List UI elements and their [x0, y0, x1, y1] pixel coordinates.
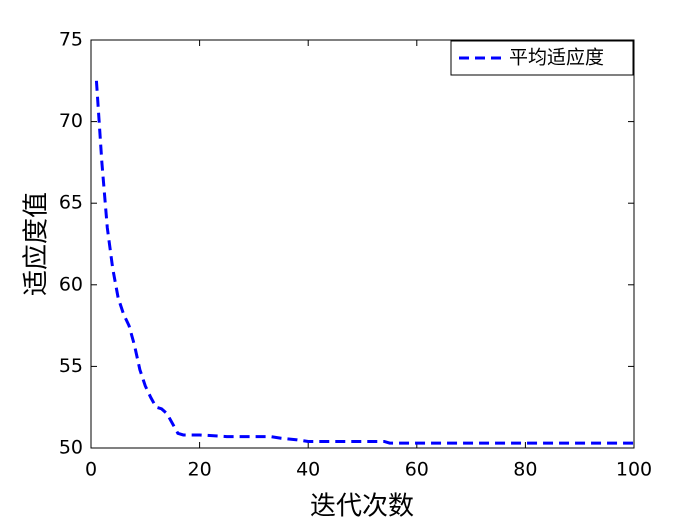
- x-tick-label: 20: [188, 459, 212, 481]
- y-tick-label: 65: [59, 192, 83, 214]
- y-tick-label: 60: [59, 273, 83, 295]
- x-tick-label: 60: [405, 459, 429, 481]
- legend-label: 平均适应度: [509, 47, 604, 69]
- y-tick-label: 55: [59, 355, 83, 377]
- x-tick-label: 100: [616, 459, 652, 481]
- y-axis-label: 适应度值: [22, 192, 52, 296]
- data-line: [94, 80, 634, 445]
- x-tick-label: 80: [513, 459, 537, 481]
- plot-area: [90, 39, 635, 449]
- x-tick-label: 0: [85, 459, 97, 481]
- y-tick-label: 50: [59, 437, 83, 459]
- x-axis-label: 迭代次数: [310, 492, 414, 522]
- x-tick-label: 40: [296, 459, 320, 481]
- y-tick-label: 70: [59, 110, 83, 132]
- y-tick-label: 75: [59, 29, 83, 51]
